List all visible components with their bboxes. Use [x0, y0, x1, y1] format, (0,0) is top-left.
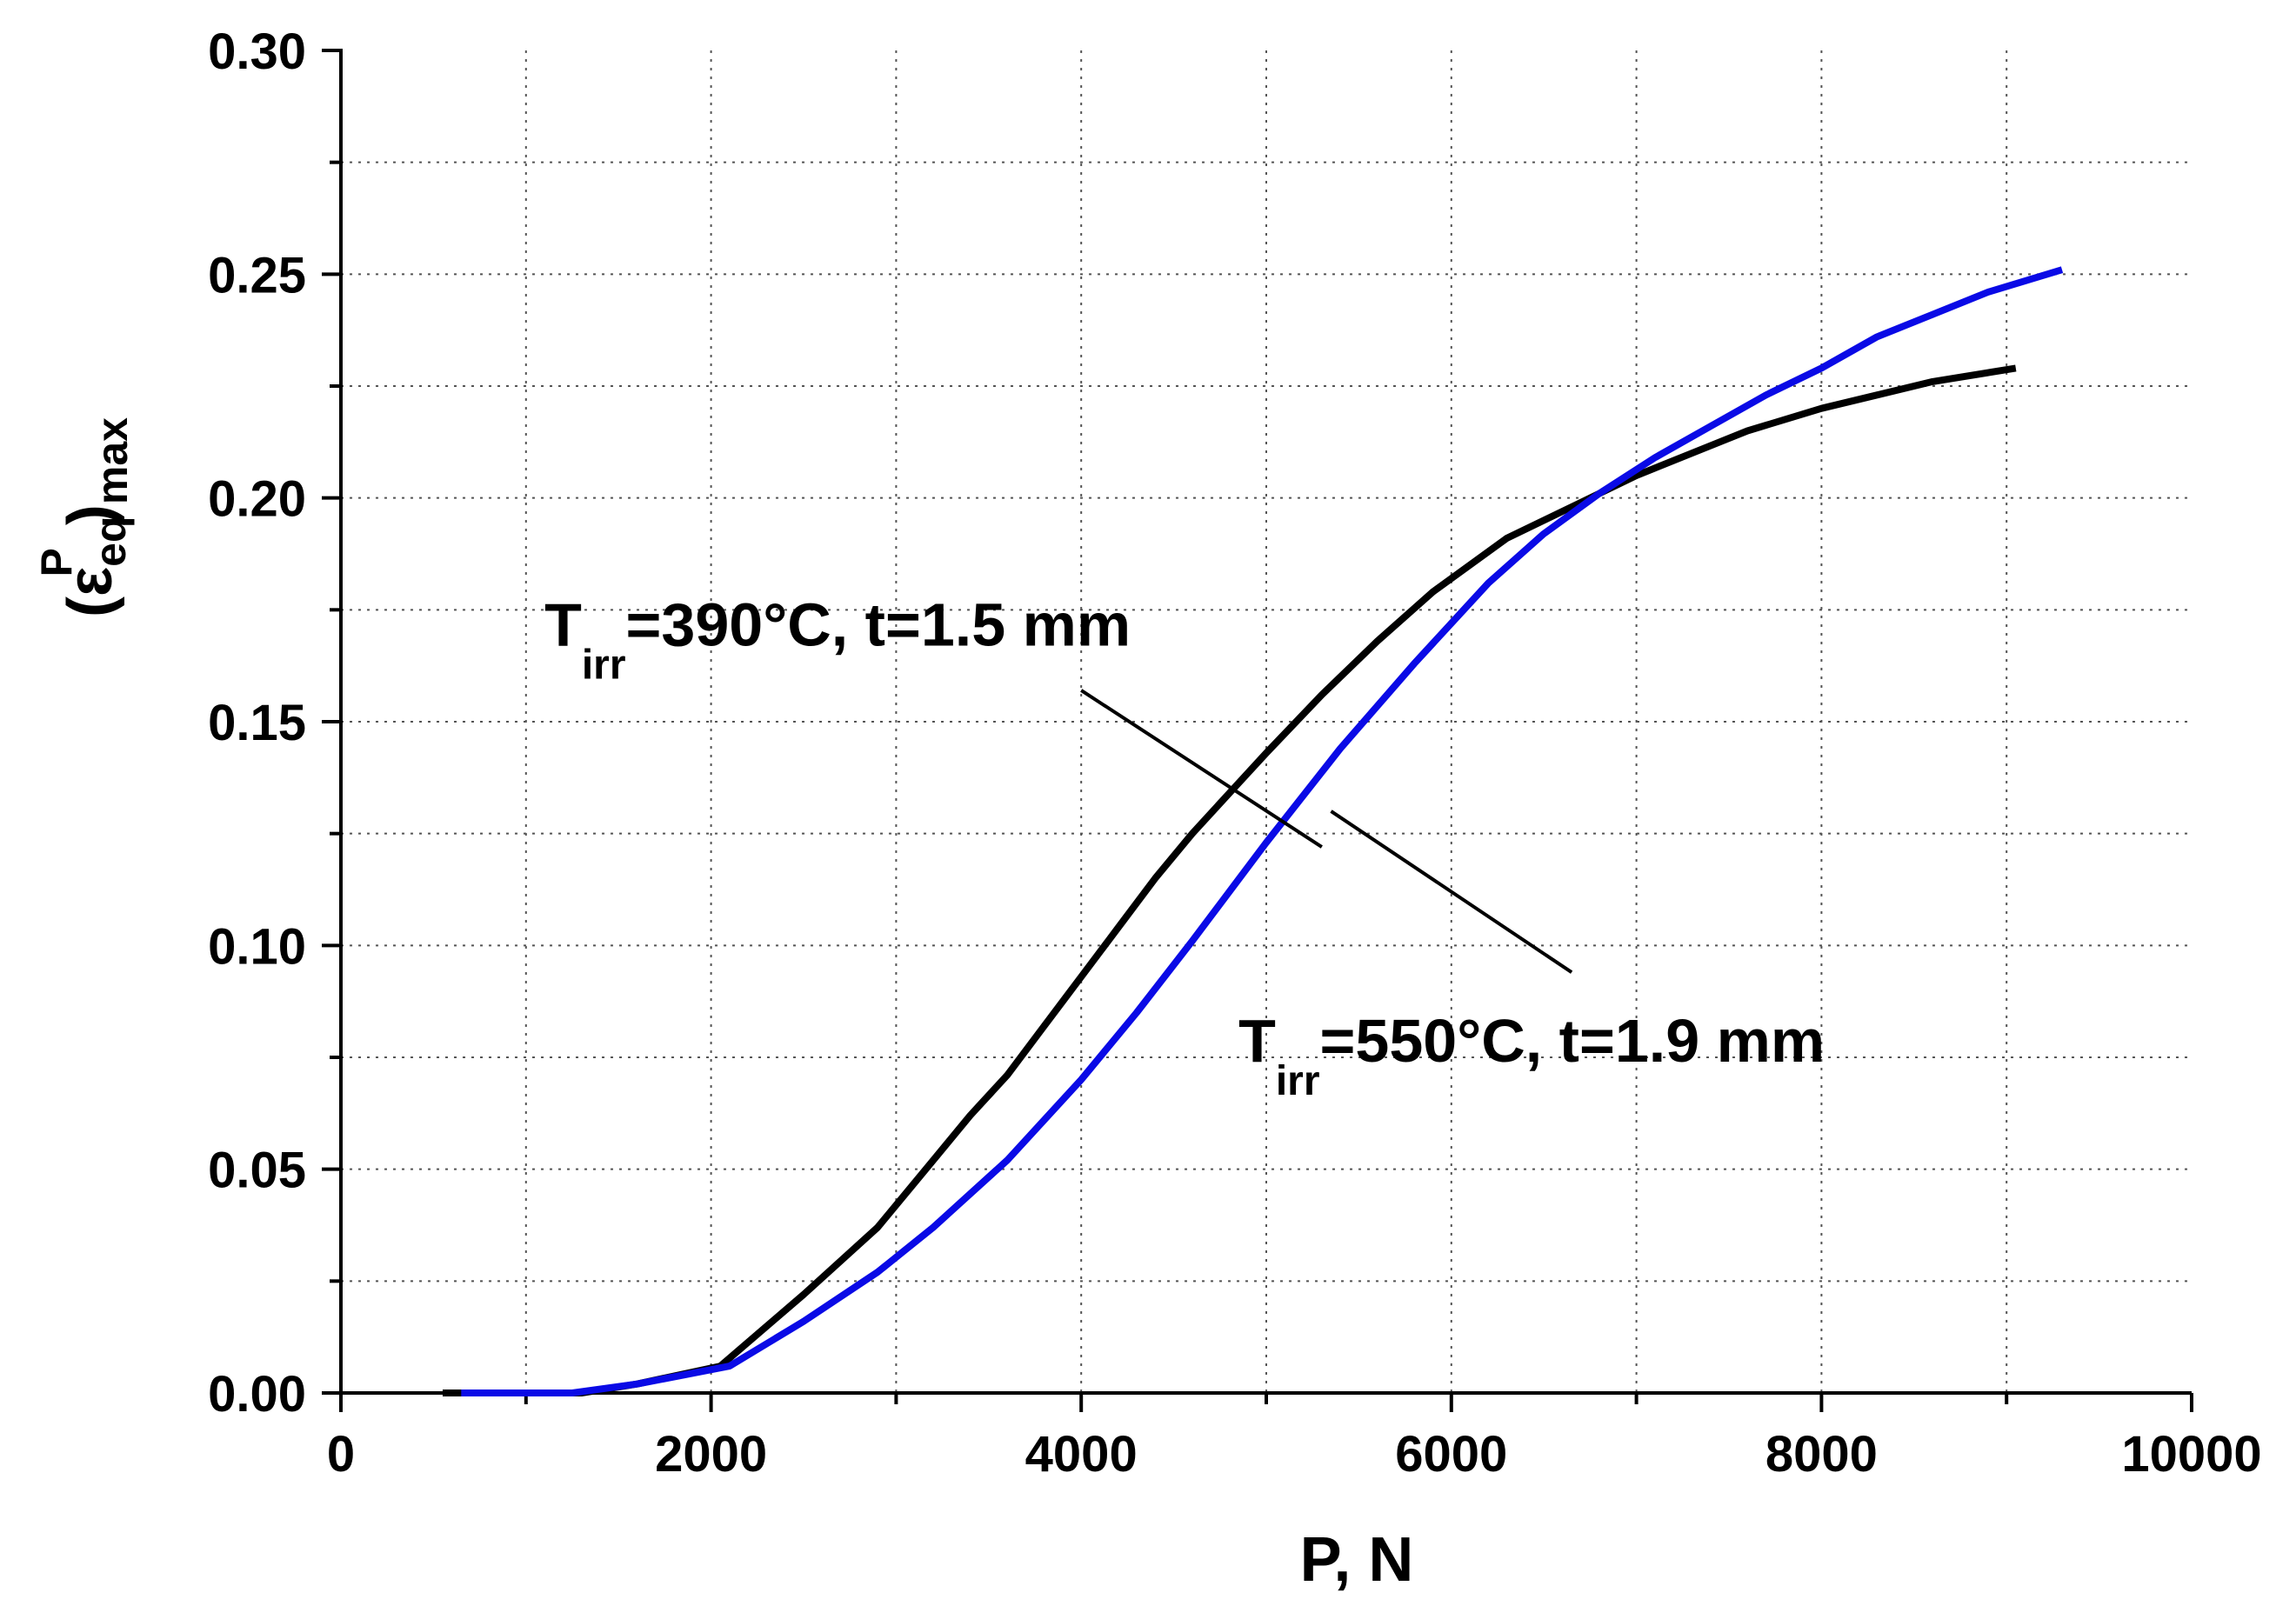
annotation-rest: =390°C, t=1.5 mm [626, 591, 1131, 659]
annotation-label-1: Tirr=390°C, t=1.5 mm [544, 591, 1131, 689]
y-axis-title-close: ) [56, 504, 125, 525]
x-tick-label: 6000 [1395, 1426, 1507, 1483]
y-tick-label: 0.30 [208, 23, 306, 80]
y-tick-label: 0.00 [208, 1366, 306, 1423]
series-group [443, 266, 2064, 1396]
grid-lines [341, 50, 2192, 1393]
x-tick-label: 2000 [655, 1426, 767, 1483]
annotation-label-2: Tirr=550°C, t=1.9 mm [1238, 1007, 1825, 1104]
x-tick-label: 0 [327, 1426, 355, 1483]
series-line-1 [443, 364, 2017, 1396]
annotation-sub: irr [582, 643, 626, 689]
x-tick-label: 8000 [1765, 1426, 1878, 1483]
x-tick-label: 10000 [2121, 1426, 2261, 1483]
y-tick-label: 0.05 [208, 1143, 306, 1199]
annotation-sub: irr [1276, 1058, 1320, 1104]
annotation-pointer-2 [1330, 810, 1573, 974]
y-tick-label: 0.10 [208, 918, 306, 975]
y-axis-title-sub: eq [86, 516, 135, 566]
y-axis-title-outer-sub: max [88, 417, 137, 504]
x-axis-title: P, N [1300, 1525, 1414, 1595]
y-axis-title-prefix: ( [56, 596, 125, 617]
annotation-main: T [544, 591, 582, 659]
annotation-main: T [1238, 1007, 1276, 1075]
y-axis-title: (εeqP)max [32, 417, 137, 617]
y-axis-title-sup: P [32, 548, 81, 576]
axes: 0 2000 4000 6000 8000 10000 0.00 0.05 0.10 0.15 0.… [208, 23, 2262, 1483]
annotation-rest: =550°C, t=1.9 mm [1320, 1007, 1825, 1075]
x-tick-label: 4000 [1025, 1426, 1138, 1483]
y-axis-title-symbol: ε [56, 567, 125, 596]
y-tick-label: 0.25 [208, 247, 306, 303]
y-tick-label: 0.20 [208, 471, 306, 528]
annotation-pointer-1 [1080, 689, 1323, 849]
y-tick-label: 0.15 [208, 695, 306, 751]
series-line-2 [461, 266, 2064, 1396]
